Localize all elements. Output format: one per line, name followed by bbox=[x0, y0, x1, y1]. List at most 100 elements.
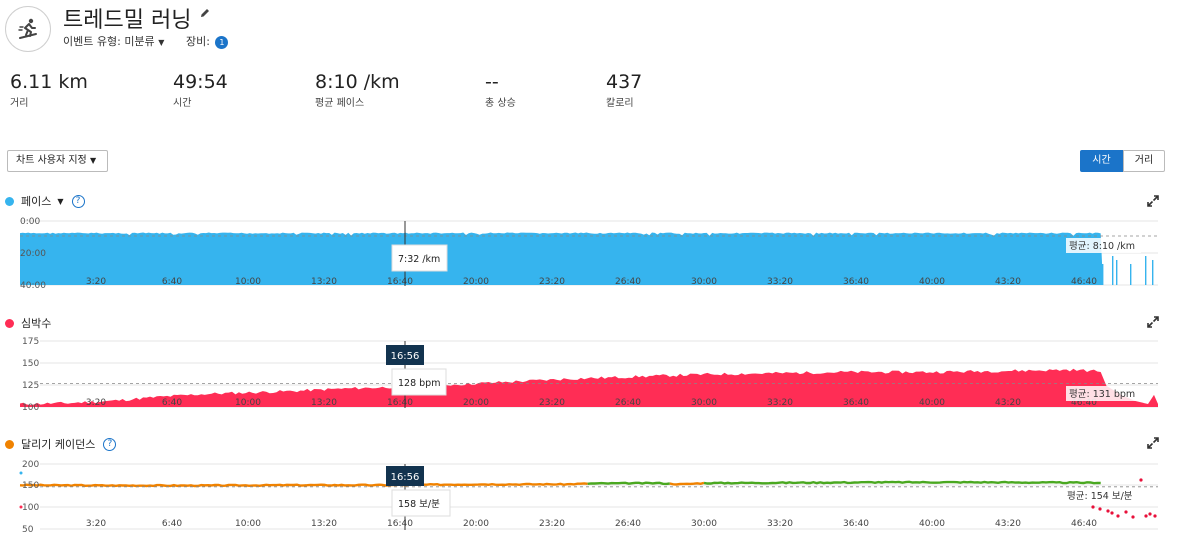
cadence-segment bbox=[19, 482, 588, 488]
x-tick-label: 26:40 bbox=[615, 277, 641, 287]
y-tick-label: 100 bbox=[22, 403, 39, 413]
pace-chart[interactable]: 0:00 20:00 40:00 3:20 6:40 10:00 13:20 16:40… bbox=[20, 217, 1158, 291]
x-tick-label: 43:20 bbox=[995, 277, 1021, 287]
pace-title-label: 페이스 bbox=[21, 195, 52, 208]
x-tick-label: 43:20 bbox=[995, 398, 1021, 408]
x-tick-label: 10:00 bbox=[235, 398, 261, 408]
x-tick-label: 10:00 bbox=[235, 519, 261, 529]
pace-tooltip bbox=[391, 244, 448, 272]
hr-legend-dot bbox=[5, 318, 14, 328]
stat-value: 49:54 bbox=[173, 71, 228, 93]
pace-tail-spikes bbox=[1094, 256, 1154, 285]
y-tick-label: 20:00 bbox=[20, 249, 46, 259]
x-tick-label: 23:20 bbox=[539, 277, 565, 287]
x-tick-label: 40:00 bbox=[919, 398, 945, 408]
cadence-tail-dot bbox=[1106, 509, 1110, 513]
cadence-tail-dots bbox=[1091, 478, 1157, 519]
outlier-dot bbox=[19, 471, 23, 475]
x-tick-label: 6:40 bbox=[162, 519, 182, 529]
average-label-bg bbox=[1066, 238, 1141, 253]
cadence-tail-dot bbox=[1098, 507, 1102, 511]
cadence-tooltip-text: 158 보/분 bbox=[398, 499, 440, 510]
cadence-segment bbox=[587, 481, 670, 486]
help-icon[interactable]: ? bbox=[103, 437, 117, 451]
x-tick-label: 20:00 bbox=[463, 519, 489, 529]
x-tick-label: 20:00 bbox=[463, 398, 489, 408]
average-label-bg bbox=[1064, 488, 1144, 503]
x-tick-label: 13:20 bbox=[311, 519, 337, 529]
cadence-tail-dot bbox=[1153, 514, 1157, 518]
stat-time: 49:54 시간 bbox=[173, 71, 228, 109]
x-tick-label: 43:20 bbox=[995, 519, 1021, 529]
cadence-chart-title: 달리기 케이던스 ? bbox=[5, 436, 117, 452]
cadence-chart[interactable]: 200 150 100 50 3:20 6:40 10:00 13:20 16:40 20… bbox=[19, 460, 1159, 535]
heart-rate-chart[interactable]: 175 150 125 100 3:20 6:40 10:00 13:20 16:40 2… bbox=[20, 337, 1158, 413]
stat-value: 8:10 /km bbox=[315, 71, 400, 93]
pace-spike bbox=[1094, 256, 1096, 285]
y-tick-label: 175 bbox=[22, 337, 39, 347]
cadence-tail-dot bbox=[1139, 478, 1143, 482]
activity-type-icon[interactable] bbox=[5, 6, 51, 52]
x-tick-label: 46:40 bbox=[1071, 398, 1097, 408]
expand-icon[interactable] bbox=[1147, 195, 1159, 207]
cadence-tooltip bbox=[391, 489, 451, 517]
hr-average-label: 평균: 131 bpm bbox=[1069, 389, 1135, 400]
toggle-distance-button[interactable]: 거리 bbox=[1123, 150, 1165, 172]
expand-icon[interactable] bbox=[1147, 437, 1159, 449]
heart-rate-chart-title: 심박수 bbox=[5, 315, 51, 331]
stat-value: -- bbox=[485, 71, 499, 93]
cadence-tooltip-time: 16:56 bbox=[391, 472, 420, 483]
x-tick-label: 40:00 bbox=[919, 519, 945, 529]
activity-header: 트레드밀 러닝 이벤트 유형: 미분류 ▼ 장비: 1 bbox=[0, 0, 1177, 60]
stat-calories: 437 칼로리 bbox=[606, 71, 642, 109]
chevron-down-icon[interactable]: ▼ bbox=[158, 38, 165, 47]
customize-chart-label: 차트 사용자 지정 bbox=[16, 155, 87, 166]
x-tick-label: 10:00 bbox=[235, 277, 261, 287]
x-tick-label: 3:20 bbox=[86, 519, 106, 529]
pace-spike bbox=[1102, 264, 1104, 285]
event-type-label: 이벤트 유형: bbox=[63, 35, 121, 48]
cadence-title-label: 달리기 케이던스 bbox=[21, 438, 96, 451]
chevron-down-icon: ▼ bbox=[89, 156, 97, 165]
gear-count-badge[interactable]: 1 bbox=[215, 35, 229, 49]
heart-rate-area-series bbox=[20, 368, 1158, 407]
activity-title: 트레드밀 러닝 bbox=[63, 8, 192, 33]
pace-tooltip-text: 7:32 /km bbox=[398, 254, 440, 265]
help-icon[interactable]: ? bbox=[71, 194, 85, 208]
outlier-dot bbox=[19, 505, 23, 509]
cadence-tail-dot bbox=[1131, 515, 1135, 519]
y-tick-label: 50 bbox=[22, 525, 34, 535]
customize-chart-button[interactable]: 차트 사용자 지정 ▼ bbox=[7, 150, 108, 172]
x-tick-label: 40:00 bbox=[919, 277, 945, 287]
event-type[interactable]: 이벤트 유형: 미분류 ▼ bbox=[63, 33, 164, 49]
cadence-legend-dot bbox=[5, 439, 14, 449]
hr-tooltip-time: 16:56 bbox=[391, 351, 420, 362]
x-tick-label: 3:20 bbox=[86, 398, 106, 408]
stat-label: 평균 페이스 bbox=[315, 98, 365, 109]
stat-label: 총 상승 bbox=[485, 98, 516, 109]
cadence-tail-dot bbox=[1116, 514, 1120, 518]
x-tick-label: 46:40 bbox=[1071, 277, 1097, 287]
y-tick-label: 200 bbox=[22, 460, 39, 470]
x-tick-label: 23:20 bbox=[539, 398, 565, 408]
pace-spike bbox=[1152, 260, 1154, 285]
gear[interactable]: 장비: 1 bbox=[186, 33, 229, 49]
x-tick-label: 30:00 bbox=[691, 398, 717, 408]
expand-icon[interactable] bbox=[1147, 316, 1159, 328]
hr-tooltip bbox=[391, 368, 447, 396]
pace-spike bbox=[1116, 260, 1118, 285]
y-tick-label: 0:00 bbox=[20, 217, 40, 227]
x-tick-label: 36:40 bbox=[843, 519, 869, 529]
x-tick-label: 16:40 bbox=[387, 398, 413, 408]
x-tick-label: 3:20 bbox=[86, 277, 106, 287]
x-tick-label: 6:40 bbox=[162, 277, 182, 287]
event-type-value[interactable]: 미분류 bbox=[124, 35, 155, 48]
toggle-time-button[interactable]: 시간 bbox=[1080, 150, 1123, 172]
pace-average-label: 평균: 8:10 /km bbox=[1069, 241, 1135, 252]
edit-pencil-icon[interactable] bbox=[199, 7, 211, 19]
chevron-down-icon[interactable]: ▼ bbox=[57, 196, 64, 206]
x-tick-label: 26:40 bbox=[615, 519, 641, 529]
cadence-tail-dot bbox=[1144, 514, 1148, 518]
x-tick-label: 16:40 bbox=[387, 519, 413, 529]
